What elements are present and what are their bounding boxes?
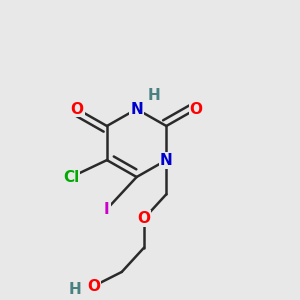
Text: N: N xyxy=(160,153,173,168)
Text: O: O xyxy=(71,102,84,117)
Text: O: O xyxy=(87,279,100,294)
Text: H: H xyxy=(69,282,82,297)
Text: O: O xyxy=(190,102,202,117)
Text: Cl: Cl xyxy=(63,169,80,184)
Text: N: N xyxy=(130,102,143,117)
Text: O: O xyxy=(138,211,151,226)
Text: H: H xyxy=(148,88,160,103)
Text: I: I xyxy=(104,202,110,217)
